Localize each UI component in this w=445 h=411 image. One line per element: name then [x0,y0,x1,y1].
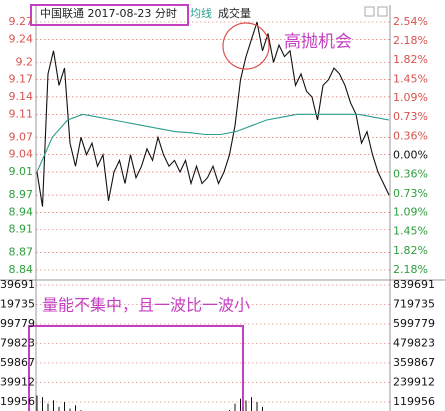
avg-line [36,113,390,173]
y2-tick-label: 1.45% [393,225,428,238]
y-tick-label: 9.07 [9,130,34,143]
y2-tick-label: 0.36% [393,130,428,143]
y-tick-label: 9.14 [9,90,34,103]
y2-tick-label: 0.36% [393,167,428,180]
chart-title: 中国联通 2017-08-23 分时 [40,7,177,20]
y-tick-label: 719735 [0,298,35,311]
y-tick-label: 599779 [0,317,35,330]
y-tick-label: 8.87 [9,246,34,259]
y-tick-label: 239912 [0,375,35,388]
y-tick-label: 9.27 [9,15,34,28]
legend-volume: 成交量 [218,6,251,20]
y2-tick-label: 0.73% [393,187,428,200]
y-tick-label: 8.94 [9,205,34,218]
y-tick-label: 9.11 [9,107,34,120]
y-tick-label: 479823 [393,337,435,350]
y-tick-label: 9.04 [9,148,34,161]
y-tick-label: 719735 [393,298,435,311]
y2-tick-label: 0.73% [393,110,428,123]
y-tick-label: 239912 [393,375,435,388]
y-tick-label: 9.2 [16,55,34,68]
y2-tick-label: 0.00% [393,148,428,161]
y-tick-label: 359867 [0,356,35,369]
title-highlight [30,4,189,26]
price-line [36,21,390,207]
y2-tick-label: 2.18% [393,263,428,276]
window-icon[interactable] [364,6,375,17]
y2-tick-label: 1.82% [393,53,428,66]
window-icon[interactable] [377,6,388,17]
y-tick-label: 8.97 [9,188,34,201]
y-tick-label: 9.01 [9,165,34,178]
y-tick-label: 119956 [393,395,435,408]
y2-tick-label: 2.18% [393,34,428,47]
y2-tick-label: 1.82% [393,244,428,257]
y-tick-label: 479823 [0,337,35,350]
y-tick-label: 9.24 [9,32,34,45]
annotation: 高抛机会 [284,32,352,52]
volume-highlight [28,325,244,411]
y2-tick-label: 1.09% [393,206,428,219]
y-tick-label: 119956 [0,395,35,408]
y-tick-label: 9.17 [9,73,34,86]
y-tick-label: 8.84 [9,263,34,276]
y-tick-label: 839691 [0,278,35,291]
y2-tick-label: 1.45% [393,72,428,85]
annotation: 量能不集中，且一波比一波小 [42,296,250,315]
y-tick-label: 599779 [393,317,435,330]
y2-tick-label: 2.54% [393,15,428,28]
y-tick-label: 359867 [393,356,435,369]
y-tick-label: 839691 [393,278,435,291]
highlight-circle [222,22,270,70]
y-tick-label: 8.91 [9,223,34,236]
y2-tick-label: 1.09% [393,91,428,104]
legend-avg: 均线 [190,6,212,20]
